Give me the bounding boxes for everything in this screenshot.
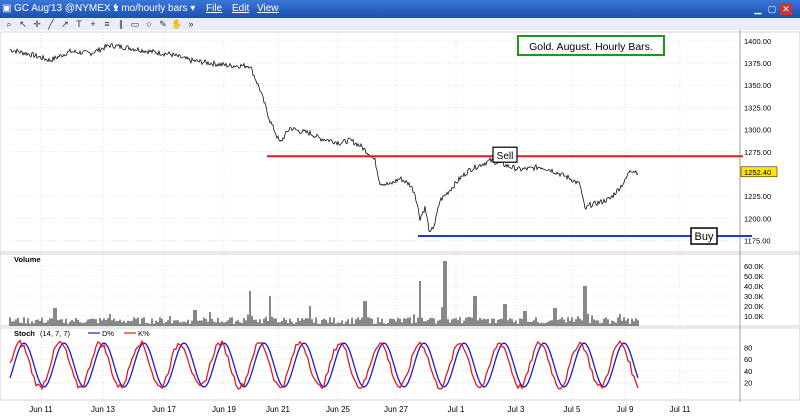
annotation-label: Gold. August. Hourly Bars.	[529, 41, 653, 53]
volume-panel-label: Volume	[14, 255, 41, 264]
sell-label-box	[492, 146, 518, 163]
price-frame	[0, 31, 800, 253]
zoom-icon[interactable]: ⌕	[6, 19, 12, 29]
price-axis-label: 1350.00	[744, 81, 771, 90]
menu-view[interactable]: View	[257, 3, 279, 14]
period-selector[interactable]: 1 mo/hourly bars ▾	[113, 3, 196, 14]
x-axis-label: Jul 1	[448, 405, 465, 414]
volume-axis-label: 40.0K	[744, 282, 764, 291]
more-icon[interactable]: »	[188, 19, 194, 29]
x-axis-label: Jun 11	[29, 405, 53, 414]
x-axis-label: Jun 21	[266, 405, 291, 414]
stoch-axis-label: 20	[744, 378, 752, 387]
crosshair-icon[interactable]: ✛	[33, 19, 41, 29]
buy-label-box	[690, 227, 718, 245]
draw-icon[interactable]: ✎	[159, 19, 167, 29]
grid	[0, 30, 800, 402]
stoch-d-line	[9, 342, 639, 388]
volume-axis-label: 50.0K	[744, 272, 764, 281]
x-axis-label: Jul 9	[617, 405, 634, 414]
window-titlebar: ▣ GC Aug'13 @NYMEX ▾ 1 mo/hourly bars ▾ …	[0, 0, 800, 18]
channel-icon[interactable]: ∥	[118, 19, 124, 29]
stoch-k-line	[9, 339, 639, 391]
x-axis-label: Jun 13	[91, 405, 116, 414]
x-axis-label: Jun 19	[212, 405, 237, 414]
volume-axis-label: 20.0K	[744, 302, 764, 311]
volume-axis-label: 60.0K	[744, 262, 764, 271]
price-axis-label: 1325.00	[744, 103, 771, 112]
price-panel: Sell Buy Gold. August. Hourly Bars.	[9, 35, 752, 245]
stoch-panel: Stoch (14, 7, 7) D% K%	[9, 329, 639, 391]
text-icon[interactable]: T	[76, 19, 82, 29]
axes: Jun 11 Jun 13 Jun 17 Jun 19 Jun 21 Jun 25 Jun …	[29, 37, 778, 414]
minimize-icon[interactable]: ▁	[754, 4, 762, 14]
stoch-d-legend: D%	[102, 329, 114, 338]
x-axis-label: Jun 25	[326, 405, 351, 414]
line-icon[interactable]: ╱	[48, 19, 54, 29]
x-axis-label: Jun 27	[384, 405, 409, 414]
x-axis-label: Jul 11	[670, 405, 691, 414]
last-price-tag	[740, 166, 778, 178]
x-axis-label: Jul 3	[508, 405, 525, 414]
last-price-label: 1252.40	[744, 168, 771, 177]
x-axis-label: Jun 17	[152, 405, 177, 414]
box-icon[interactable]: ▭	[130, 19, 140, 29]
annotation-box	[517, 35, 665, 56]
price-axis-label: 1200.00	[744, 214, 771, 223]
volume-bars	[9, 261, 639, 326]
stoch-axis-label: 80	[744, 344, 752, 353]
x-axis-label: Jul 5	[564, 405, 581, 414]
stoch-k-legend: K%	[138, 329, 150, 338]
price-series	[9, 42, 639, 233]
buy-label: Buy	[695, 231, 714, 243]
close-icon[interactable]: ✕	[780, 3, 792, 15]
trend-icon[interactable]: ↗	[61, 19, 69, 29]
stoch-params: (14, 7, 7)	[40, 329, 71, 338]
menu-file[interactable]: File	[206, 3, 223, 14]
app-icon: ▣	[2, 3, 12, 14]
maximize-icon[interactable]: ▢	[767, 4, 777, 14]
period-label: 1 mo/hourly bars	[113, 3, 188, 14]
symbol-label: GC Aug'13 @NYMEX	[14, 3, 111, 14]
symbol-selector[interactable]: GC Aug'13 @NYMEX ▾	[14, 3, 119, 14]
plus-icon[interactable]: +	[90, 19, 96, 29]
volume-axis-label: 10.0K	[744, 312, 764, 321]
price-axis-label: 1300.00	[744, 126, 771, 135]
arrow-icon[interactable]: ↖	[19, 19, 27, 29]
sell-label: Sell	[497, 151, 514, 162]
price-axis-label: 1175.00	[744, 236, 771, 245]
price-axis-label: 1225.00	[744, 192, 771, 201]
stoch-axis-label: 60	[744, 355, 752, 364]
price-axis-label: 1275.00	[744, 148, 771, 157]
price-axis-label: 1375.00	[744, 59, 771, 68]
volume-panel: Volume	[9, 255, 639, 326]
stoch-panel-label: Stoch	[14, 329, 35, 338]
stoch-axis-label: 40	[744, 367, 752, 376]
volume-axis-label: 30.0K	[744, 292, 764, 301]
menu-edit[interactable]: Edit	[232, 3, 250, 14]
hand-icon[interactable]: ✋	[171, 19, 183, 29]
price-axis-label: 1400.00	[744, 37, 771, 46]
fib-icon[interactable]: ≡	[104, 19, 110, 29]
circle-icon[interactable]: ○	[146, 19, 152, 29]
